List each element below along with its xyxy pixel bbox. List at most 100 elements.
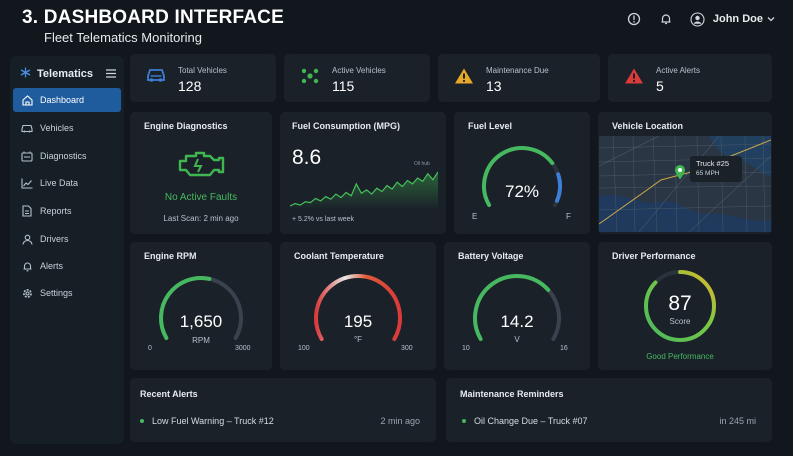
- driver-score-label: Score: [669, 317, 691, 326]
- report-icon: [21, 205, 33, 217]
- engine-icon: [176, 148, 226, 185]
- battery-max: 16: [560, 345, 568, 352]
- engine-rpm-card[interactable]: Engine RPM 1,650 RPM 0 3000: [130, 242, 272, 370]
- vehicle-tooltip: Truck #25 65 MPH: [690, 156, 742, 182]
- sidebar-item-diagnostics[interactable]: Diagnostics: [13, 144, 121, 168]
- coolant-value: 195: [343, 312, 373, 331]
- fuel-level-card[interactable]: Fuel Level 72% E F: [454, 112, 590, 234]
- sidebar-item-label: Live Data: [40, 178, 79, 188]
- card-title: Fuel Consumption (MPG): [292, 121, 400, 131]
- stat-value: 128: [178, 78, 202, 94]
- driver-rating: Good Performance: [646, 352, 714, 361]
- top-bar-actions: John Doe: [625, 9, 775, 29]
- sidebar-item-reports[interactable]: Reports: [13, 199, 121, 223]
- diagnostics-icon: [21, 150, 33, 162]
- battery-value: 14.2: [500, 312, 534, 331]
- stat-card-maintenance-due[interactable]: Maintenance Due 13: [438, 54, 600, 102]
- alert-item[interactable]: Low Fuel Warning – Truck #12: [140, 416, 274, 426]
- page-title: 3. DASHBOARD INTERFACE: [22, 7, 284, 28]
- battery-gauge: [473, 274, 561, 341]
- sidebar-item-vehicles[interactable]: Vehicles: [13, 116, 121, 140]
- menu-icon[interactable]: [106, 65, 116, 83]
- rpm-max: 3000: [235, 345, 251, 352]
- bell-icon[interactable]: [657, 10, 675, 28]
- sidebar-item-label: Vehicles: [40, 123, 74, 133]
- alert-text: Low Fuel Warning – Truck #12: [152, 416, 274, 426]
- sidebar-item-label: Settings: [40, 288, 73, 298]
- score-arc: [644, 270, 716, 342]
- stat-label: Active Alerts: [656, 66, 701, 75]
- stat-card-active-vehicles[interactable]: Active Vehicles 115: [284, 54, 430, 102]
- status-dot: [462, 419, 466, 423]
- truck-speed: 65 MPH: [696, 170, 720, 177]
- driver-score-ring: [644, 270, 716, 342]
- help-icon[interactable]: [625, 10, 643, 28]
- truck-icon: [146, 67, 166, 88]
- maintenance-distance: in 245 mi: [719, 416, 756, 426]
- engine-diagnostics-card[interactable]: Engine Diagnostics No Active Faults Last…: [130, 112, 272, 234]
- status-dot: [140, 419, 144, 423]
- maintenance-reminders-card[interactable]: Maintenance Reminders Oil Change Due – T…: [446, 378, 772, 442]
- rpm-gauge: [159, 276, 243, 340]
- card-title: Vehicle Location: [612, 121, 684, 131]
- card-title: Recent Alerts: [140, 389, 198, 399]
- sidebar-item-label: Drivers: [40, 234, 69, 244]
- sidebar-item-live-data[interactable]: Live Data: [13, 171, 121, 195]
- chevron-down-icon[interactable]: [767, 16, 775, 22]
- car-icon: [21, 122, 33, 134]
- engine-last-scan: Last Scan: 2 min ago: [163, 214, 239, 223]
- maintenance-item[interactable]: Oil Change Due – Truck #07: [462, 416, 588, 426]
- sidebar-item-label: Dashboard: [40, 95, 85, 105]
- coolant-gauge: [314, 274, 402, 341]
- chart-icon: [21, 177, 33, 189]
- sidebar-item-label: Diagnostics: [40, 151, 87, 161]
- card-title: Fuel Level: [468, 121, 513, 131]
- bell-icon: [21, 260, 33, 272]
- fuel-level-arc: [482, 146, 555, 207]
- fuel-consumption-card[interactable]: Fuel Consumption (MPG) 8.6 Oil hub + 5.2…: [280, 112, 446, 234]
- fuel-full-zone: [555, 172, 562, 203]
- coolant-arc: [314, 274, 402, 341]
- battery-voltage-card[interactable]: Battery Voltage 14.2 V 10 16: [444, 242, 590, 370]
- stat-card-total-vehicles[interactable]: Total Vehicles 128: [130, 54, 276, 102]
- sidebar-item-alerts[interactable]: Alerts: [13, 254, 121, 278]
- sidebar-item-label: Reports: [40, 206, 72, 216]
- fuel-consumption-sparkline: [290, 171, 438, 208]
- coolant-temperature-card[interactable]: Coolant Temperature 195 °F 100 300: [280, 242, 436, 370]
- driver-performance-card[interactable]: Driver Performance 87 Score Good Perform…: [598, 242, 772, 370]
- card-title: Battery Voltage: [458, 251, 524, 261]
- sidebar-item-label: Alerts: [40, 261, 64, 271]
- stat-label: Active Vehicles: [332, 66, 386, 75]
- battery-arc: [473, 274, 551, 341]
- coolant-max: 300: [401, 345, 413, 352]
- network-icon: [300, 67, 320, 90]
- sparkline-line: [290, 171, 438, 207]
- card-title: Coolant Temperature: [294, 251, 384, 261]
- home-icon: [21, 94, 33, 106]
- fuel-level-value: 72%: [504, 182, 540, 201]
- sidebar-item-drivers[interactable]: Drivers: [13, 227, 121, 251]
- truck-label: Truck #25: [696, 159, 730, 168]
- avatar[interactable]: [689, 10, 707, 28]
- fuel-consumption-value: 8.6: [292, 146, 322, 169]
- alert-time: 2 min ago: [380, 416, 420, 426]
- sparkline-area: [290, 172, 438, 208]
- battery-unit: V: [514, 335, 520, 344]
- gear-icon: [21, 287, 33, 299]
- card-title: Engine Diagnostics: [144, 121, 228, 131]
- vehicle-location-card[interactable]: Vehicle Location Truck #25 65 MPH: [598, 112, 772, 234]
- brand-name: Telematics: [37, 68, 94, 80]
- recent-alerts-card[interactable]: Recent Alerts Low Fuel Warning – Truck #…: [130, 378, 436, 442]
- stat-label: Total Vehicles: [178, 66, 227, 75]
- sidebar-item-settings[interactable]: Settings: [13, 281, 121, 305]
- user-name[interactable]: John Doe: [712, 13, 763, 25]
- location-pin-icon[interactable]: [674, 164, 686, 185]
- stat-value: 5: [656, 78, 664, 94]
- rpm-min: 0: [148, 345, 152, 352]
- driver-score: 87: [668, 292, 692, 315]
- fuel-level-gauge: [482, 146, 562, 207]
- alert-icon: [624, 67, 644, 90]
- sidebar-item-dashboard[interactable]: Dashboard: [13, 88, 121, 112]
- telematics-logo-icon: [20, 65, 31, 83]
- stat-card-active-alerts[interactable]: Active Alerts 5: [608, 54, 772, 102]
